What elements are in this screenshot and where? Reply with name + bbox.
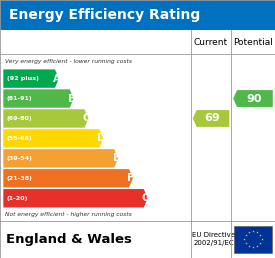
Polygon shape [3, 169, 133, 188]
Polygon shape [0, 0, 275, 30]
Polygon shape [3, 149, 118, 167]
Polygon shape [233, 90, 273, 107]
Text: 69: 69 [205, 114, 220, 124]
Polygon shape [3, 109, 89, 128]
Text: Current: Current [194, 38, 228, 46]
Text: Very energy efficient - lower running costs: Very energy efficient - lower running co… [5, 59, 132, 64]
Text: (55-68): (55-68) [7, 136, 32, 141]
Text: (92 plus): (92 plus) [7, 76, 39, 81]
Text: (1-20): (1-20) [7, 196, 28, 201]
Text: England & Wales: England & Wales [6, 233, 131, 246]
FancyBboxPatch shape [234, 226, 272, 253]
Text: B: B [68, 94, 76, 103]
Text: 90: 90 [247, 94, 262, 103]
Text: Potential: Potential [233, 38, 273, 46]
Text: Energy Efficiency Rating: Energy Efficiency Rating [9, 8, 200, 22]
Text: G: G [141, 193, 150, 203]
Text: (21-38): (21-38) [7, 176, 32, 181]
Text: F: F [127, 173, 134, 183]
Text: EU Directive
2002/91/EC: EU Directive 2002/91/EC [192, 232, 235, 246]
Text: (39-54): (39-54) [7, 156, 32, 161]
Text: E: E [112, 153, 120, 163]
Polygon shape [3, 69, 59, 88]
Polygon shape [3, 89, 74, 108]
Polygon shape [3, 129, 103, 148]
Text: Not energy efficient - higher running costs: Not energy efficient - higher running co… [5, 212, 131, 217]
Text: (69-80): (69-80) [7, 116, 32, 121]
Text: D: D [97, 133, 106, 143]
Text: A: A [53, 74, 61, 84]
Polygon shape [193, 110, 229, 127]
Text: (81-91): (81-91) [7, 96, 32, 101]
Text: C: C [83, 114, 90, 124]
Polygon shape [3, 189, 148, 207]
